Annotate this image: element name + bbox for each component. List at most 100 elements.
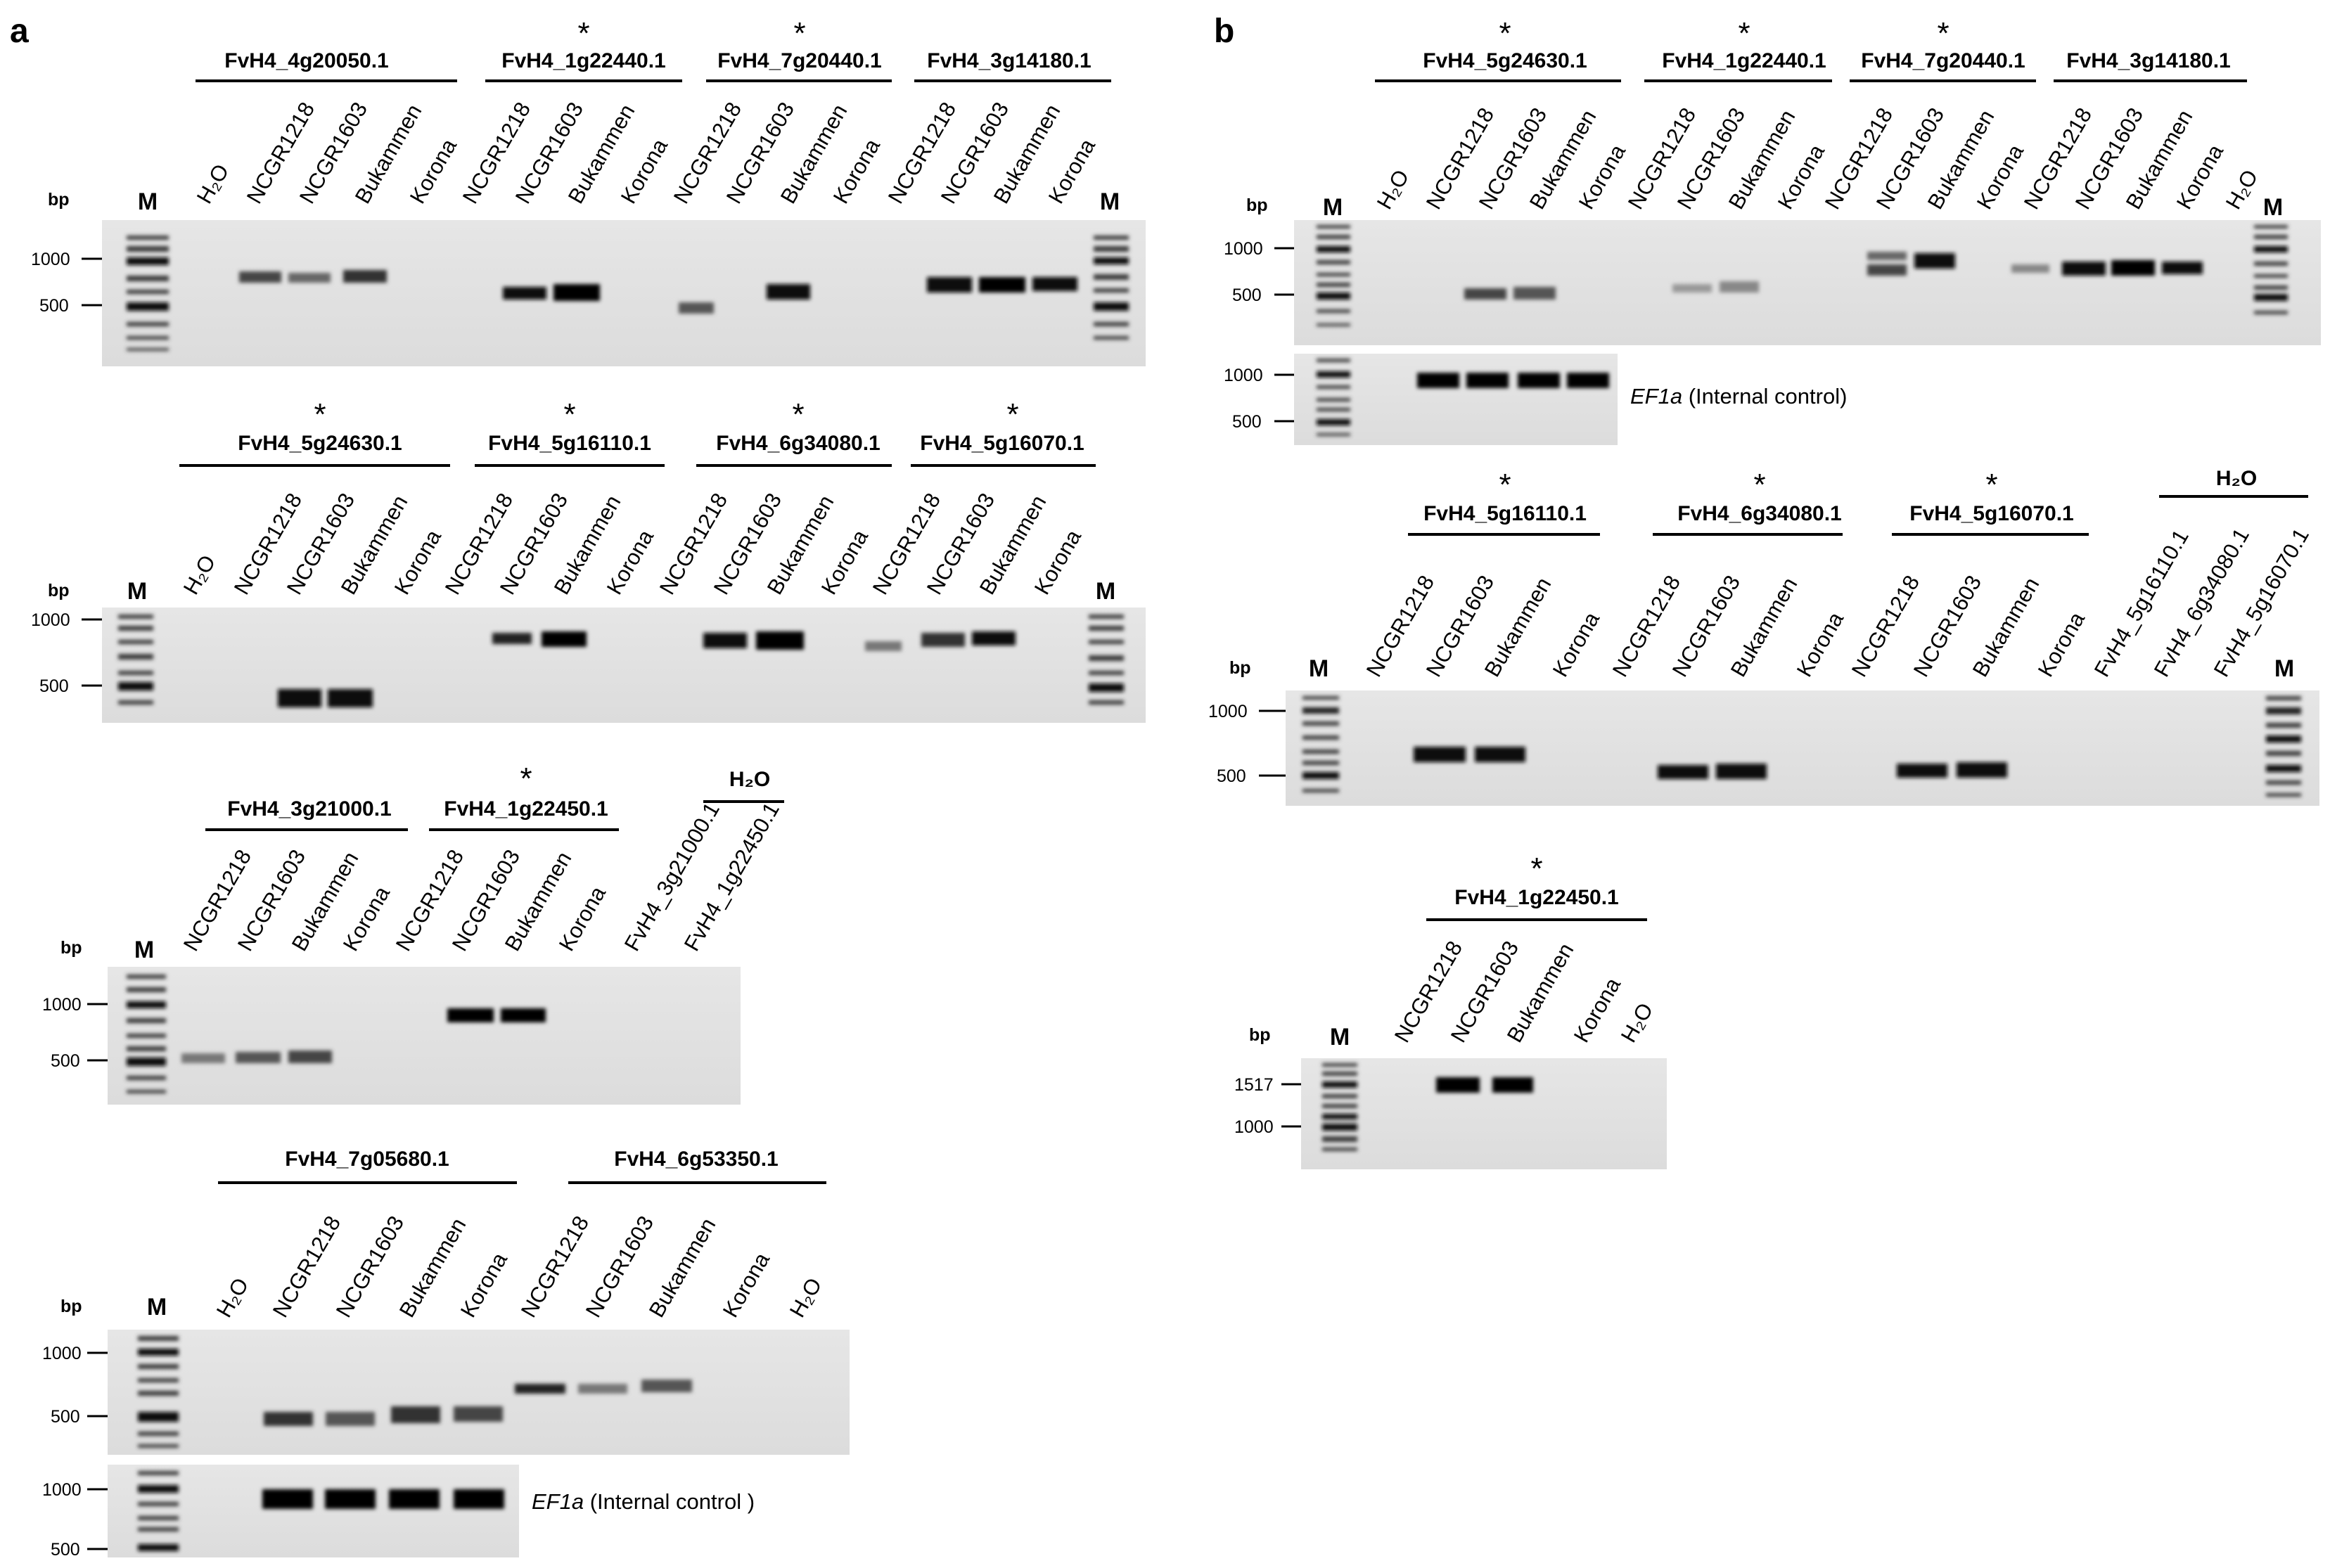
lane-label: Korona — [718, 1248, 775, 1322]
control-gene-description: (Internal control ) — [584, 1489, 755, 1514]
band — [1957, 762, 2007, 778]
marker-lane-label: M — [1309, 655, 1329, 682]
gene-header: FvH4_5g16110.1 — [1423, 502, 1587, 525]
band — [2062, 262, 2106, 276]
size-tick-label: 500 — [1232, 285, 1262, 305]
lane-label: Korona — [554, 882, 611, 956]
panel-a-gel-1: * * FvH4_4g20050.1 FvH4_1g22440.1 FvH4_7… — [31, 16, 1146, 366]
band — [447, 1008, 494, 1022]
marker-lane-label: M — [134, 937, 154, 963]
control-bands — [1417, 373, 1609, 388]
size-tick-label: 1000 — [42, 995, 82, 1015]
band — [343, 270, 387, 283]
control-gene-name: EF1a — [1630, 384, 1682, 409]
lane-label: Korona — [405, 134, 462, 208]
band — [262, 1489, 313, 1509]
dna-ladder — [1089, 615, 1124, 705]
lane-label: Korona — [1792, 608, 1849, 681]
panel-a-label: a — [10, 13, 29, 50]
bp-unit-label: bp — [1246, 195, 1268, 215]
panel-b-gel-2: * * * FvH4_5g16110.1 FvH4_6g34080.1 FvH4… — [1208, 467, 2319, 806]
gel-image — [1301, 1058, 1667, 1169]
control-label: EF1a (Internal control) — [1630, 384, 1847, 409]
band — [515, 1384, 565, 1394]
lane-label: H₂O — [192, 160, 234, 207]
band — [679, 302, 714, 314]
band — [278, 689, 321, 707]
band — [264, 1412, 313, 1426]
lane-label: Korona — [817, 525, 873, 599]
significance-star: * — [563, 397, 575, 432]
band — [288, 273, 331, 283]
lane-label: Korona — [338, 882, 395, 956]
lane-label: H₂O — [2221, 165, 2263, 213]
gene-header: FvH4_5g16070.1 — [920, 432, 1084, 455]
lane-label: H₂O — [179, 551, 221, 598]
lane-label: Korona — [616, 134, 673, 208]
gene-header: FvH4_4g20050.1 — [224, 49, 389, 72]
band — [454, 1489, 504, 1509]
band — [1672, 284, 1712, 293]
band — [972, 631, 1016, 645]
band — [553, 284, 600, 301]
band — [1414, 747, 1466, 762]
marker-lane-label: M — [2263, 194, 2283, 221]
size-tick-label: 1000 — [42, 1344, 82, 1363]
size-tick-label: 500 — [1232, 412, 1262, 432]
dna-ladder — [1302, 696, 1339, 792]
band — [1466, 373, 1509, 388]
significance-star: * — [1499, 468, 1511, 502]
band — [1518, 373, 1560, 388]
size-tick-label: 500 — [1217, 766, 1246, 786]
panel-b-label: b — [1214, 13, 1234, 50]
panel-b-gel-3: * FvH4_1g22450.1 NCGR1218 NCGR1603 Bukam… — [1234, 852, 1667, 1169]
size-tick-label: 1000 — [1224, 366, 1263, 385]
dna-ladder — [118, 615, 153, 705]
size-tick-label: 500 — [39, 296, 69, 316]
size-tick-label: 1000 — [42, 1480, 82, 1500]
band — [703, 633, 747, 648]
size-tick-label: 1000 — [1208, 702, 1248, 721]
band — [767, 284, 810, 300]
band — [454, 1406, 503, 1422]
marker-lane-label: M — [138, 188, 158, 215]
band — [641, 1380, 692, 1392]
lane-label: Korona — [1044, 134, 1101, 208]
dna-ladder — [127, 975, 166, 1093]
lane-label: H₂O — [1616, 998, 1658, 1046]
size-tick-label: 500 — [51, 1051, 80, 1071]
lane-label: Korona — [602, 525, 659, 599]
band — [1658, 765, 1708, 779]
band — [1716, 764, 1767, 779]
dna-ladder — [1094, 236, 1129, 340]
significance-star: * — [1006, 397, 1018, 432]
pcr-bands — [1464, 252, 2203, 300]
marker-lane-label: M — [1323, 194, 1343, 221]
band — [2162, 262, 2203, 274]
gel-image — [108, 967, 741, 1105]
gene-header: H₂O — [2216, 467, 2257, 490]
significance-star: * — [1738, 16, 1750, 51]
size-tick-label: 1000 — [31, 610, 70, 630]
pcr-bands — [264, 1380, 692, 1426]
lane-label: Korona — [1030, 525, 1087, 599]
gene-header: FvH4_1g22450.1 — [1454, 886, 1619, 909]
significance-star: * — [792, 397, 804, 432]
size-tick-label: 1000 — [1224, 239, 1263, 259]
significance-star: * — [1937, 16, 1949, 51]
band — [1032, 277, 1077, 291]
bp-unit-label: bp — [60, 938, 82, 958]
marker-lane-label: M — [2274, 655, 2294, 682]
band — [1567, 373, 1609, 388]
gene-header: H₂O — [729, 768, 770, 791]
lane-label: Korona — [1574, 140, 1631, 214]
band — [865, 641, 902, 651]
lane-label: H₂O — [1372, 165, 1414, 213]
gene-header: FvH4_1g22440.1 — [1662, 49, 1826, 72]
band — [492, 633, 532, 644]
lane-label: Korona — [828, 134, 885, 208]
band — [328, 689, 373, 707]
significance-star: * — [1985, 468, 1997, 502]
bp-unit-label: bp — [48, 190, 70, 210]
band — [578, 1384, 627, 1394]
